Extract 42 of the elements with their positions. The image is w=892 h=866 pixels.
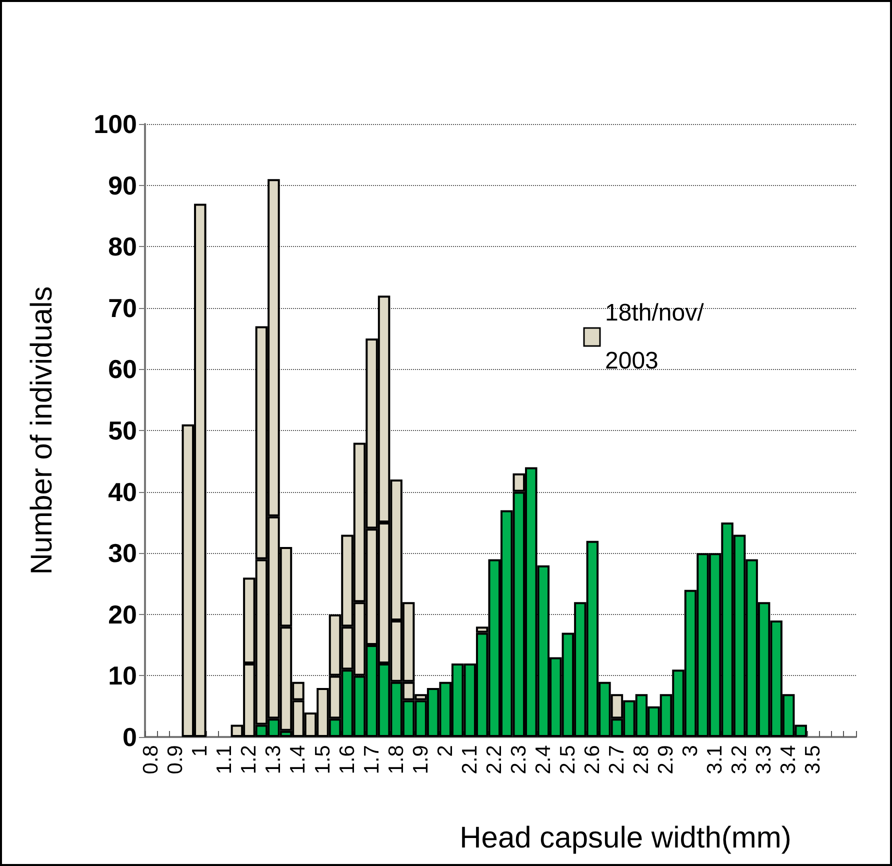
x-tick-label: 3.5 [802, 745, 825, 774]
x-tick-label: 2 [434, 745, 457, 757]
x-tick-label: 3.1 [704, 745, 727, 774]
y-tick-label: 30 [108, 538, 137, 568]
y-axis-title: Number of individuals [26, 286, 58, 575]
x-tick-label: 0.9 [164, 745, 188, 774]
x-tick-label: 1.4 [286, 744, 310, 774]
x-tick-label: 1.5 [311, 745, 334, 774]
x-tick-label: 2.1 [458, 745, 482, 774]
y-tick-label: 60 [108, 354, 137, 384]
x-tick-label: 2.5 [556, 745, 580, 774]
x-tick-label: 2.8 [630, 745, 653, 774]
x-tick-label: 0.8 [140, 745, 163, 774]
x-tick-label: 3.4 [777, 744, 800, 774]
x-tick-label: 2.4 [532, 744, 555, 774]
legend-label: 18th/nov/2003 [605, 300, 704, 374]
x-tick-label: 2.2 [482, 745, 506, 774]
y-tick-label: 90 [108, 170, 137, 200]
x-tick-label: 2.3 [507, 745, 530, 774]
y-tick-label: 80 [108, 232, 137, 262]
y-tick-label: 70 [108, 292, 137, 323]
y-tick-label: 100 [94, 109, 137, 139]
x-tick-label: 2.9 [654, 745, 678, 774]
y-tick-label: 40 [108, 476, 137, 507]
x-tick-label: 1.3 [262, 745, 286, 774]
x-tick-label: 1.8 [384, 745, 408, 774]
y-tick-label: 10 [108, 660, 137, 691]
x-tick-label: 2.7 [605, 745, 628, 774]
x-tick-label: 3.3 [752, 745, 776, 774]
x-tick-label: 1.1 [213, 745, 236, 774]
x-tick-label: 3 [679, 745, 702, 757]
y-tick-label: 0 [122, 722, 137, 752]
x-tick-label: 3.2 [728, 745, 752, 774]
x-tick-label: 1.2 [238, 745, 261, 774]
x-axis-title: Head capsule width(mm) [460, 822, 792, 854]
x-tick-label: 1.7 [360, 745, 384, 774]
x-tick-label: 2.6 [580, 745, 604, 774]
y-tick-label: 20 [108, 599, 137, 630]
y-tick-label: 50 [108, 416, 137, 446]
x-tick-label: 1.6 [336, 745, 359, 774]
x-tick-label: 1 [188, 745, 212, 757]
x-tick-label: 1.9 [409, 745, 432, 774]
